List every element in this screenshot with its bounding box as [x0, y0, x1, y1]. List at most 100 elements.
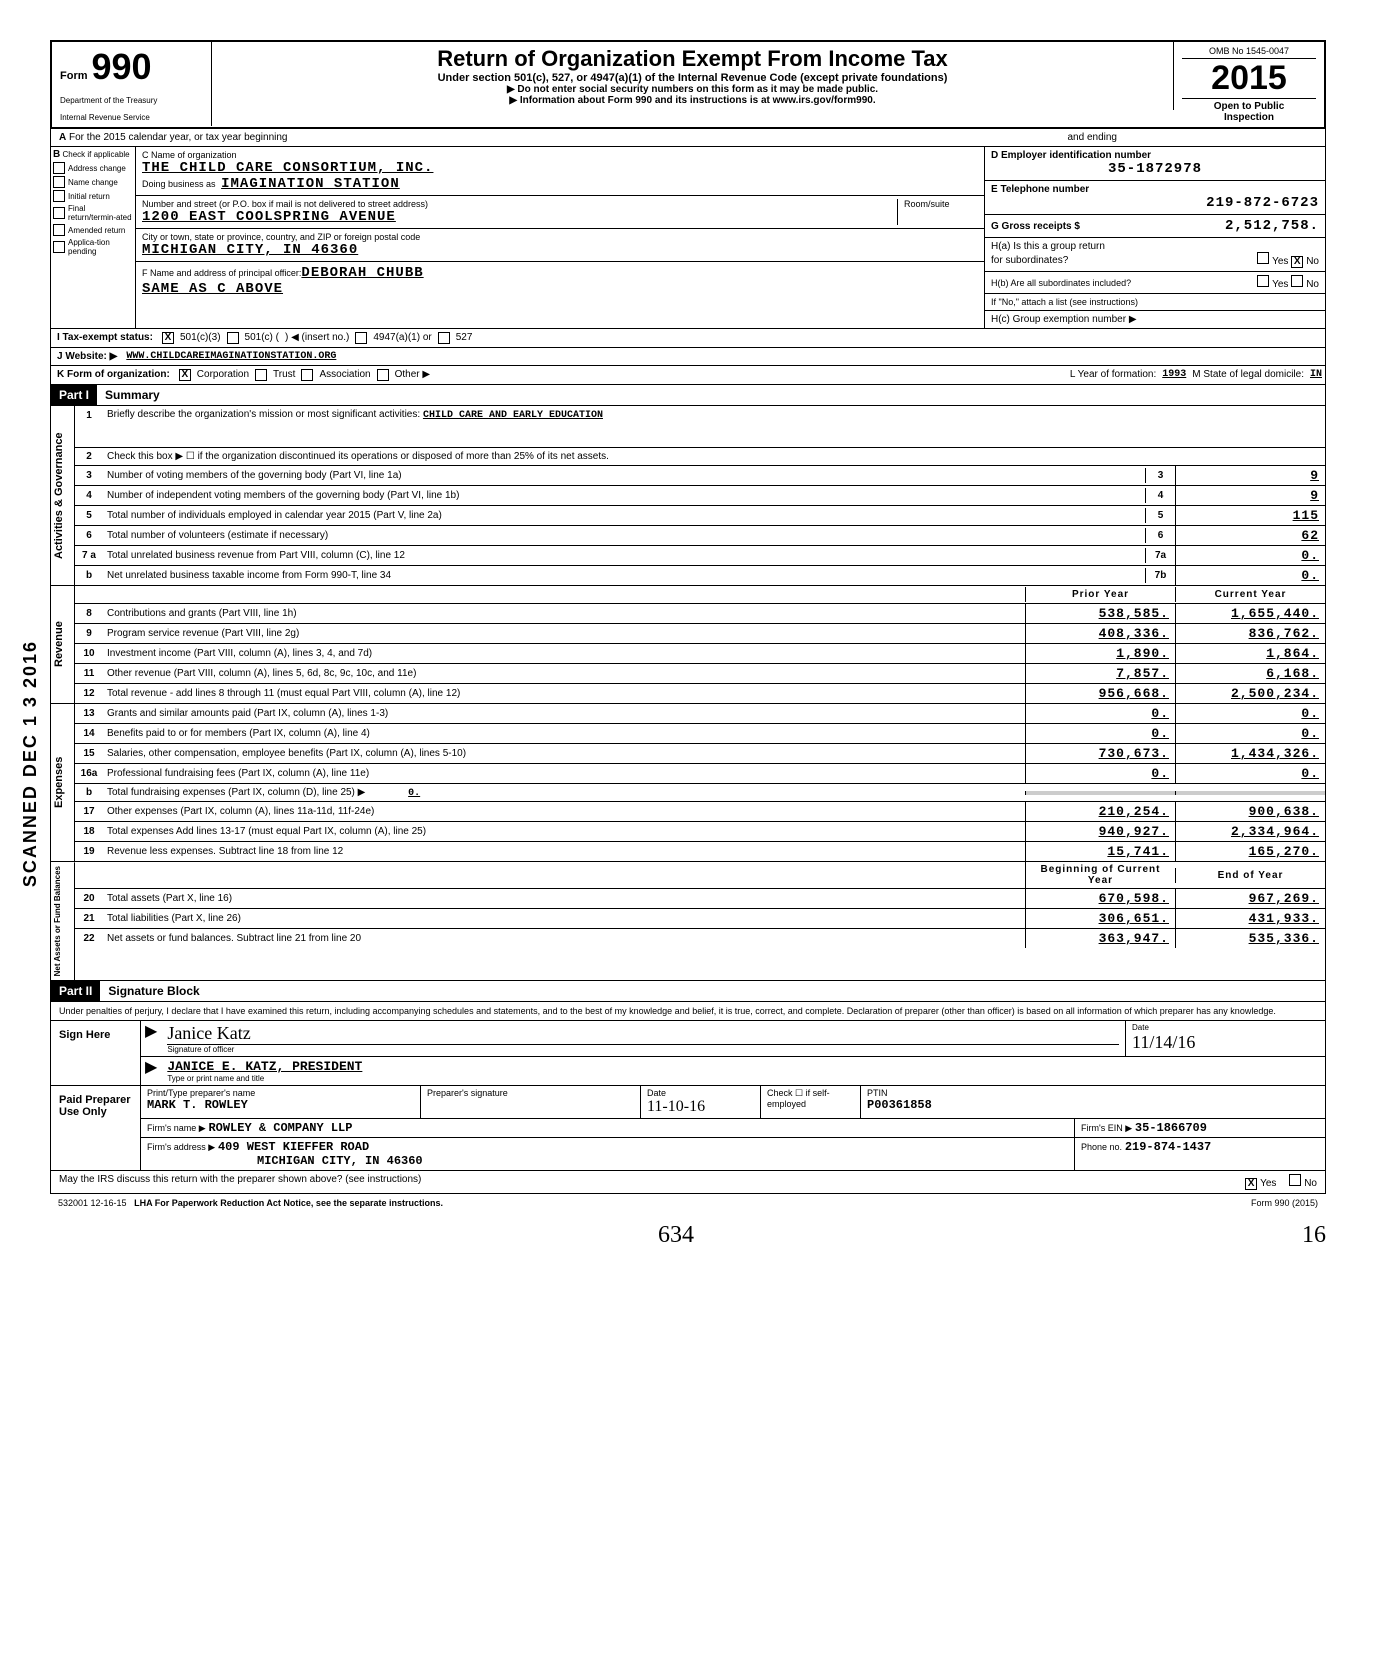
cb-final[interactable] — [53, 207, 65, 219]
cb-pending[interactable] — [53, 241, 65, 253]
r19-prior: 15,741. — [1025, 842, 1175, 861]
r1-val: CHILD CARE AND EARLY EDUCATION — [423, 410, 603, 421]
ha-yes-cb[interactable] — [1257, 252, 1269, 264]
cb-final-label: Final return/termin-ated — [68, 204, 133, 222]
r12-prior: 956,668. — [1025, 684, 1175, 703]
i-527-cb[interactable] — [438, 332, 450, 344]
g-label: G Gross receipts $ — [991, 221, 1080, 232]
dept-2: Internal Revenue Service — [60, 113, 203, 122]
cb-name-label: Name change — [68, 178, 118, 187]
form-number: 990 — [92, 46, 152, 88]
r17-prior: 210,254. — [1025, 802, 1175, 821]
form-label: Form — [60, 70, 88, 82]
hdr-current: Current Year — [1175, 587, 1325, 602]
r8-curr: 1,655,440. — [1175, 604, 1325, 623]
cb-name[interactable] — [53, 176, 65, 188]
gross-receipts: 2,512,758. — [1225, 218, 1319, 234]
i-501c3-cb[interactable] — [162, 332, 174, 344]
cb-initial-label: Initial return — [68, 192, 110, 201]
r7b-val: 0. — [1175, 566, 1325, 585]
r13-prior: 0. — [1025, 704, 1175, 723]
k-assoc-cb[interactable] — [301, 369, 313, 381]
r4-text: Number of independent voting members of … — [103, 488, 1145, 503]
r13-num: 13 — [75, 706, 103, 721]
firm-phone-label: Phone no. — [1081, 1142, 1122, 1152]
r1-text: Briefly describe the organization's miss… — [107, 409, 420, 420]
r22-text: Net assets or fund balances. Subtract li… — [103, 931, 1025, 946]
r5-box: 5 — [1145, 508, 1175, 523]
r15-text: Salaries, other compensation, employee b… — [103, 746, 1025, 761]
m-val: IN — [1307, 366, 1325, 384]
part-ii-label: Part II — [51, 981, 100, 1001]
cb-addr[interactable] — [53, 162, 65, 174]
r15-prior: 730,673. — [1025, 744, 1175, 763]
website: WWW.CHILDCAREIMAGINATIONSTATION.ORG — [123, 348, 339, 365]
expenses-section: Expenses 13 Grants and similar amounts p… — [50, 704, 1326, 862]
k-corp-cb[interactable] — [179, 369, 191, 381]
i-4947-cb[interactable] — [355, 332, 367, 344]
addr-label: Number and street (or P.O. box if mail i… — [142, 199, 891, 209]
row-a: A For the 2015 calendar year, or tax yea… — [50, 129, 1326, 147]
r7b-text: Net unrelated business taxable income fr… — [103, 568, 1145, 583]
r17-text: Other expenses (Part IX, column (A), lin… — [103, 804, 1025, 819]
r7b-num: b — [75, 568, 103, 583]
form-sub3: ▶ Information about Form 990 and its ins… — [220, 95, 1165, 106]
i-527: 527 — [453, 329, 476, 347]
signature-section: Under penalties of perjury, I declare th… — [50, 1002, 1326, 1171]
r13-curr: 0. — [1175, 704, 1325, 723]
room-label: Room/suite — [898, 199, 978, 225]
r3-num: 3 — [75, 468, 103, 483]
r18-num: 18 — [75, 824, 103, 839]
k-trust: Trust — [270, 366, 298, 384]
r16a-text: Professional fundraising fees (Part IX, … — [103, 766, 1025, 781]
hb-yes-cb[interactable] — [1257, 275, 1269, 287]
r15-num: 15 — [75, 746, 103, 761]
r16b-prior-shaded — [1025, 791, 1175, 795]
r21-num: 21 — [75, 911, 103, 926]
k-trust-cb[interactable] — [255, 369, 267, 381]
hb-no-cb[interactable] — [1291, 275, 1303, 287]
firm-addr2: MICHIGAN CITY, IN 46360 — [257, 1154, 423, 1168]
r20-end: 967,269. — [1175, 889, 1325, 908]
r7a-num: 7 a — [75, 548, 103, 563]
firm-ein: 35-1866709 — [1135, 1121, 1207, 1135]
i-501c-cb[interactable] — [227, 332, 239, 344]
r8-prior: 538,585. — [1025, 604, 1175, 623]
c-name-label: C Name of organization — [142, 150, 978, 160]
r16b-val: 0. — [408, 788, 420, 799]
r10-prior: 1,890. — [1025, 644, 1175, 663]
addr-val: 1200 EAST COOLSPRING AVENUE — [142, 209, 891, 225]
netassets-label: Net Assets or Fund Balances — [51, 862, 75, 980]
activities-label: Activities & Governance — [51, 406, 75, 585]
k-other-cb[interactable] — [377, 369, 389, 381]
r4-val: 9 — [1175, 486, 1325, 505]
hdr-prior: Prior Year — [1025, 587, 1175, 602]
ha-no-cb[interactable] — [1291, 256, 1303, 268]
bottom-line: 532001 12-16-15 LHA For Paperwork Reduct… — [50, 1194, 1326, 1212]
typed-name: JANICE E. KATZ, PRESIDENT — [167, 1059, 1319, 1074]
r22-begin: 363,947. — [1025, 929, 1175, 948]
r6-box: 6 — [1145, 528, 1175, 543]
r5-num: 5 — [75, 508, 103, 523]
dba-label: Doing business as — [142, 179, 216, 189]
k-other: Other ▶ — [392, 366, 433, 384]
discuss-no-cb[interactable] — [1289, 1174, 1301, 1186]
firm-label: Firm's name ▶ — [147, 1123, 206, 1133]
cb-amended[interactable] — [53, 224, 65, 236]
r9-curr: 836,762. — [1175, 624, 1325, 643]
j-label: J Website: ▶ — [51, 348, 123, 365]
prep-name: MARK T. ROWLEY — [147, 1098, 414, 1112]
b-header: B — [53, 149, 60, 160]
discuss-yes-cb[interactable] — [1245, 1178, 1257, 1190]
preparer-label: Paid Preparer Use Only — [51, 1086, 141, 1170]
discuss-no: No — [1304, 1178, 1317, 1189]
hb-label: H(b) Are all subordinates included? — [991, 278, 1131, 288]
prep-date-label: Date — [647, 1088, 754, 1098]
r7a-val: 0. — [1175, 546, 1325, 565]
sign-arrow-1: ▶ — [141, 1021, 161, 1056]
r20-text: Total assets (Part X, line 16) — [103, 891, 1025, 906]
cb-initial[interactable] — [53, 190, 65, 202]
r12-text: Total revenue - add lines 8 through 11 (… — [103, 686, 1025, 701]
hdr-end: End of Year — [1175, 868, 1325, 883]
r22-end: 535,336. — [1175, 929, 1325, 948]
